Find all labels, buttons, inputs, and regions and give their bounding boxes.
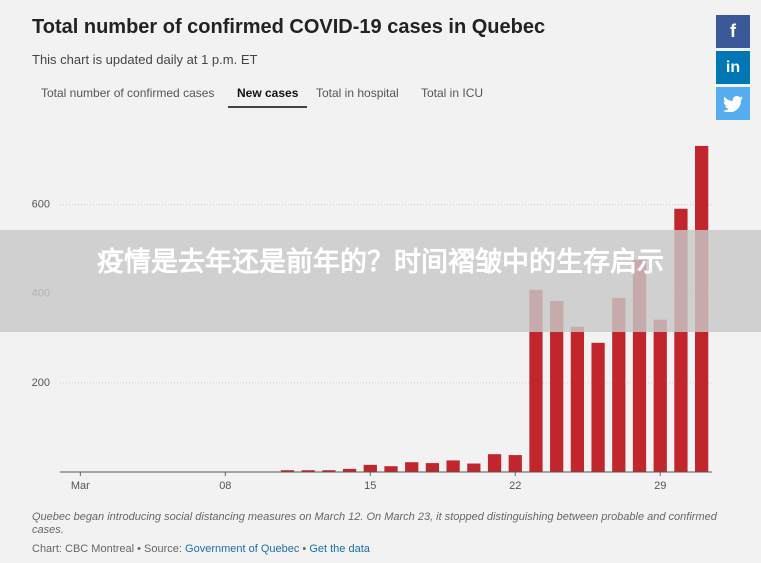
x-tick-label: 29 — [654, 480, 666, 492]
source: Chart: CBC Montreal • Source: Government… — [32, 543, 370, 555]
x-tick-label: 22 — [509, 480, 521, 492]
bar — [653, 319, 667, 472]
bar — [425, 463, 440, 472]
chart-title: Total number of confirmed COVID-19 cases… — [32, 16, 546, 38]
bar — [550, 300, 564, 472]
bar — [591, 342, 605, 472]
bar — [467, 463, 481, 472]
tab[interactable]: New cases — [228, 86, 308, 108]
overlay-banner: 疫情是去年还是前年的？时间褶皱中的生存启示 — [0, 230, 761, 332]
bar — [487, 454, 502, 472]
twitter-icon — [723, 95, 743, 112]
bar — [322, 470, 336, 472]
source-prefix: Chart: CBC Montreal • Source: — [32, 543, 186, 555]
bar — [529, 289, 543, 472]
source-sep: • — [299, 543, 310, 555]
bar — [612, 297, 626, 472]
source-link[interactable]: Government of Quebec — [185, 543, 300, 555]
tab[interactable]: Total in hospital — [316, 86, 399, 100]
y-tick-label: 200 — [32, 377, 50, 389]
bar — [384, 466, 398, 472]
x-tick-label: 08 — [219, 480, 231, 492]
bar — [280, 470, 295, 472]
tab[interactable]: Total in ICU — [421, 86, 484, 100]
bar — [508, 455, 522, 472]
tab[interactable]: Total number of confirmed cases — [41, 86, 215, 100]
chart-subtitle: This chart is updated daily at 1 p.m. ET — [32, 52, 258, 67]
bar — [570, 326, 585, 472]
twitter-button[interactable] — [716, 87, 750, 120]
data-link[interactable]: Get the data — [309, 543, 370, 555]
bar — [363, 464, 377, 472]
x-tick-label: 15 — [364, 480, 376, 492]
bar — [405, 462, 419, 472]
x-tick-label: Mar — [71, 480, 90, 492]
bar — [301, 470, 315, 472]
bar — [342, 468, 357, 472]
chart: 200400600Mar08152229 — [32, 145, 712, 492]
chart-note: Quebec began introducing social distanci… — [32, 511, 717, 536]
facebook-button[interactable]: f — [716, 15, 750, 48]
linkedin-button[interactable]: in — [716, 51, 750, 84]
bar — [446, 460, 460, 472]
y-tick-label: 600 — [32, 199, 50, 211]
